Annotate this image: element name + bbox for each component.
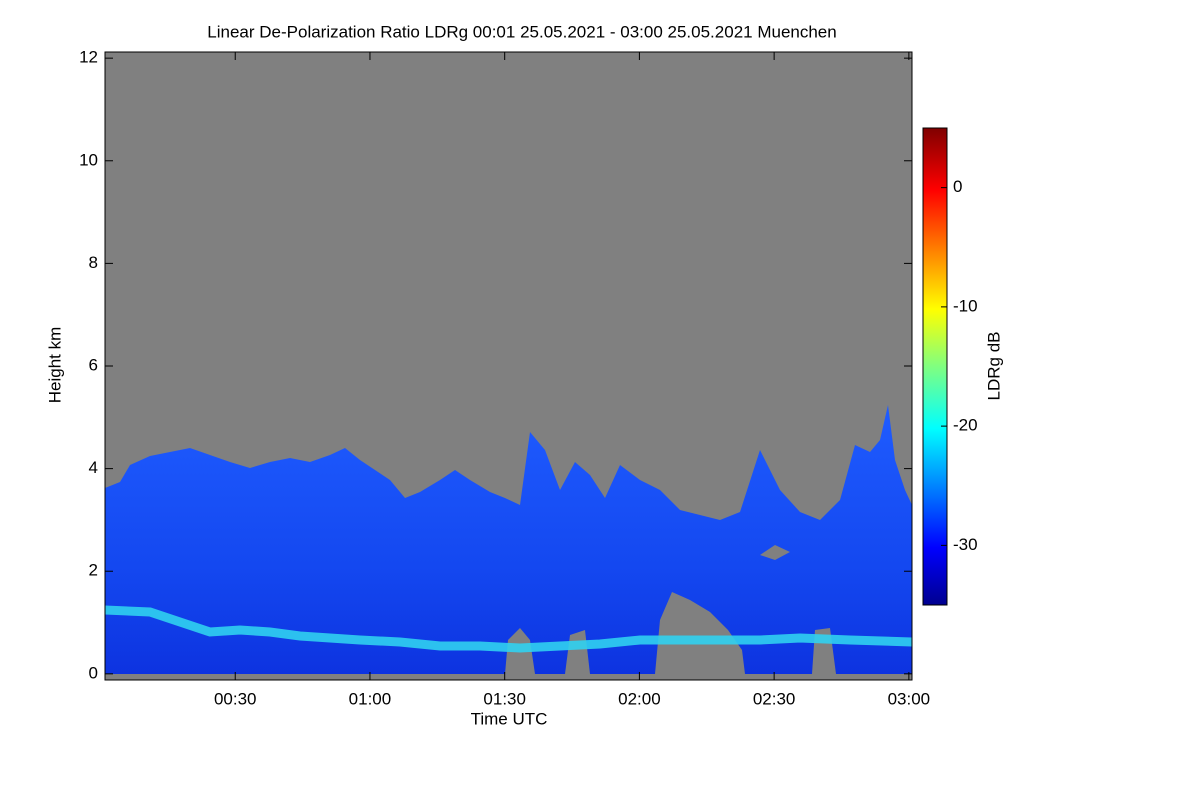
y-tick-label: 2	[89, 561, 98, 580]
y-tick-label: 8	[89, 253, 98, 272]
y-tick-label: 0	[89, 663, 98, 682]
x-tick-label: 03:00	[888, 689, 931, 708]
colorbar-tick-label: 0	[953, 177, 962, 196]
colorbar-tick-label: -20	[953, 416, 978, 435]
colorbar-label: LDRg dB	[984, 332, 1003, 401]
x-tick-label: 02:00	[618, 689, 661, 708]
heatmap	[104, 52, 913, 680]
y-tick-label: 10	[79, 150, 98, 169]
x-tick-label: 01:30	[483, 689, 526, 708]
x-tick-label: 02:30	[753, 689, 796, 708]
y-tick-label: 12	[79, 48, 98, 67]
x-axis-label: Time UTC	[471, 709, 548, 728]
y-tick-label: 6	[89, 355, 98, 374]
chart-title: Linear De-Polarization Ratio LDRg 00:01 …	[207, 22, 836, 41]
gray-hole	[760, 545, 790, 560]
gray-hole	[655, 592, 745, 674]
colorbar-tick-label: -10	[953, 296, 978, 315]
y-tick-label: 4	[89, 458, 98, 477]
boundary-layer	[104, 605, 913, 653]
x-tick-label: 01:00	[349, 689, 392, 708]
colorbar-tick-label: -30	[953, 535, 978, 554]
y-axis-label: Height km	[45, 327, 64, 404]
x-tick-label: 00:30	[214, 689, 257, 708]
colorbar	[922, 127, 948, 606]
signal-area	[105, 405, 912, 674]
